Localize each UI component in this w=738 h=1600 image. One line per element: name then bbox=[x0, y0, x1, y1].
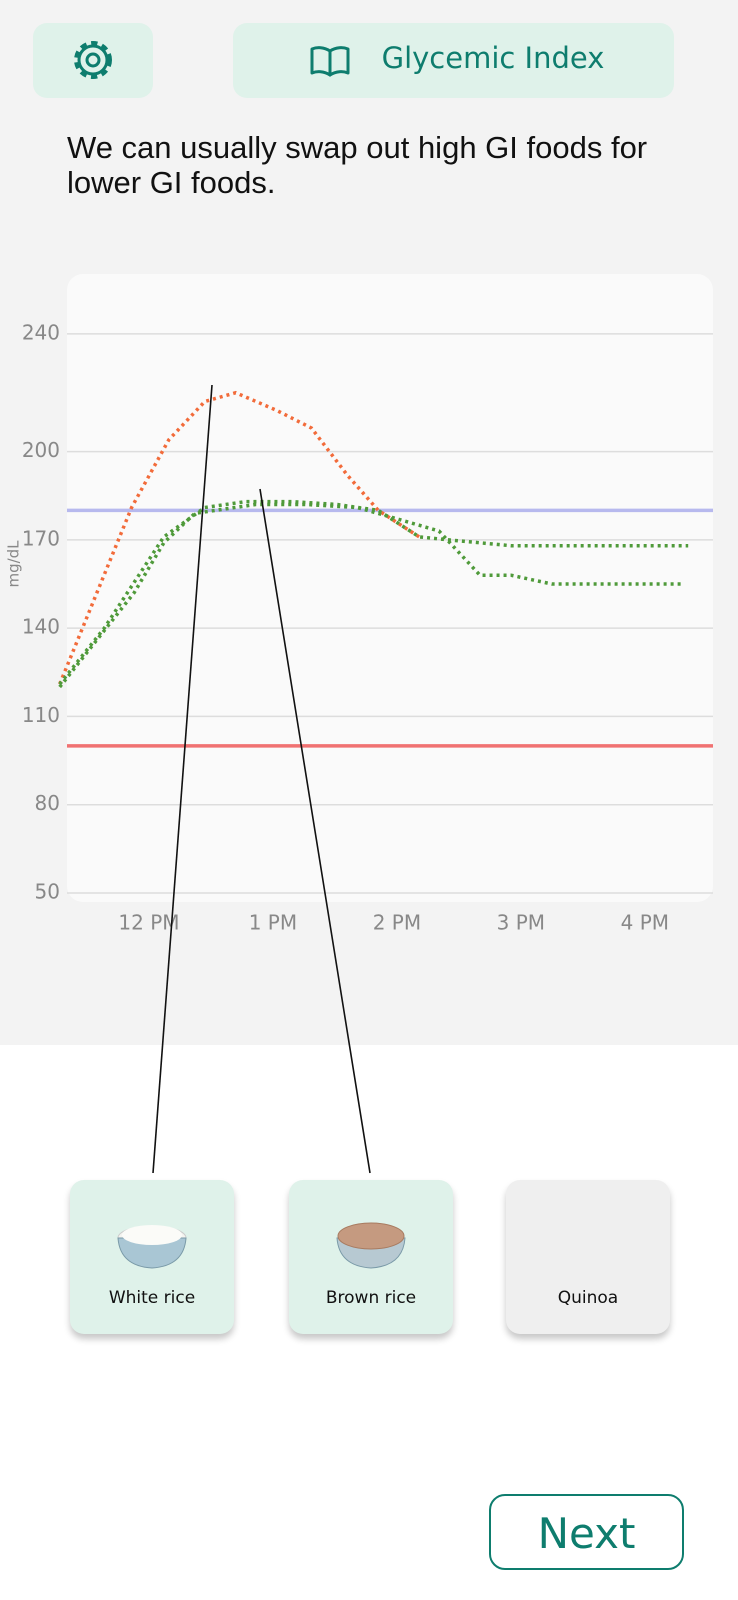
chart-panel bbox=[67, 274, 713, 902]
gear-icon bbox=[74, 41, 112, 79]
x-tick-label: 3 PM bbox=[497, 911, 545, 935]
x-tick-label: 4 PM bbox=[621, 911, 669, 935]
x-tick-label: 1 PM bbox=[249, 911, 297, 935]
food-card[interactable]: White rice bbox=[70, 1180, 234, 1334]
x-tick-label: 2 PM bbox=[373, 911, 421, 935]
x-tick-label: 12 PM bbox=[118, 911, 179, 935]
bowl-image bbox=[117, 1225, 187, 1269]
plot: 50 80 110 140 170 200 240 12 PM 1 PM 2 PM 3 PM 4 PM bbox=[22, 320, 713, 935]
y-tick-label: 170 bbox=[22, 526, 60, 550]
y-tick-label: 240 bbox=[22, 320, 60, 344]
next-button[interactable]: Next bbox=[489, 1494, 684, 1570]
food-card[interactable]: Brown rice bbox=[289, 1180, 453, 1334]
connector-line bbox=[259, 488, 371, 1174]
card-label: White rice bbox=[108, 1288, 196, 1308]
bowl-image bbox=[336, 1222, 406, 1269]
y-tick-label: 50 bbox=[35, 880, 60, 904]
header-title: Glycemic Index bbox=[382, 41, 605, 75]
y-tick-label: 200 bbox=[22, 438, 60, 462]
series-line bbox=[58, 502, 684, 689]
settings-button[interactable] bbox=[33, 23, 153, 98]
prompt-text: We can usually swap out high GI foods fo… bbox=[67, 130, 648, 200]
card-label: Brown rice bbox=[325, 1288, 417, 1308]
series-line bbox=[58, 390, 421, 685]
series-line bbox=[58, 499, 689, 686]
y-tick-label: 140 bbox=[22, 615, 60, 639]
y-axis-label: mg/dL bbox=[5, 540, 23, 588]
title-pill[interactable] bbox=[233, 23, 674, 98]
connector-line bbox=[152, 384, 213, 1174]
food-card[interactable]: Quinoa bbox=[506, 1180, 670, 1334]
y-tick-label: 110 bbox=[22, 703, 60, 727]
card-label: Quinoa bbox=[557, 1288, 619, 1308]
y-tick-label: 80 bbox=[35, 791, 60, 815]
book-icon bbox=[310, 46, 350, 77]
